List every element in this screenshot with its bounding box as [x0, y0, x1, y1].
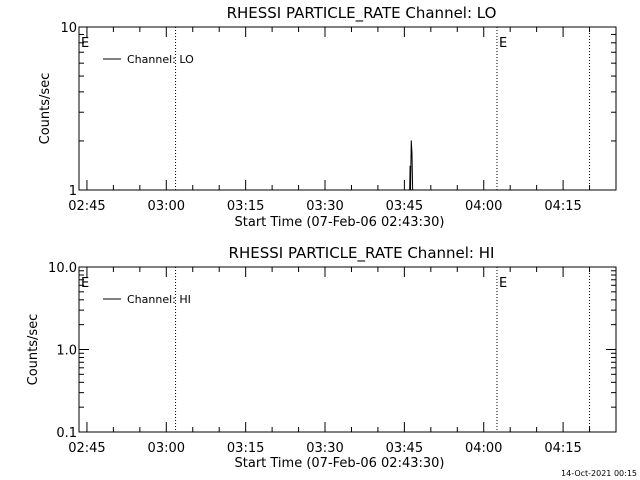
data-point: [411, 151, 413, 154]
event-marker-label: E: [499, 36, 507, 51]
y-tick-label: 10.0: [48, 261, 77, 276]
y-tick-label: 1: [69, 184, 77, 199]
x-tick-label: 03:30: [306, 441, 343, 456]
y-tick-label: 10: [60, 21, 77, 36]
x-axis-label: Start Time (07-Feb-06 02:43:30): [235, 215, 445, 230]
panel-hi: RHESSI PARTICLE_RATE Channel: HI Counts/s…: [26, 244, 617, 471]
event-marker-label: E: [81, 276, 89, 291]
event-marker-label: E: [81, 36, 89, 51]
x-tick-label: 02:45: [68, 441, 105, 456]
chart-title: RHESSI PARTICLE_RATE Channel: HI: [229, 244, 495, 263]
x-tick-label: 04:15: [544, 199, 581, 214]
x-tick-label: 04:00: [465, 199, 502, 214]
x-tick-label: 03:00: [148, 441, 185, 456]
x-tick-label: 03:45: [386, 199, 423, 214]
legend-entry: Channel: HI: [127, 293, 191, 306]
x-tick-label: 03:30: [306, 199, 343, 214]
y-axis-label: Counts/sec: [26, 314, 41, 386]
axes-frame: [78, 266, 617, 433]
panel-lo: RHESSI PARTICLE_RATE Channel: LO Counts/s…: [38, 4, 617, 230]
x-tick-label: 02:45: [68, 199, 105, 214]
y-axis-label: Counts/sec: [38, 73, 53, 145]
x-tick-label: 03:45: [386, 441, 423, 456]
x-tick-label: 04:00: [465, 441, 502, 456]
x-tick-label: 04:15: [544, 441, 581, 456]
x-tick-label: 03:15: [227, 441, 264, 456]
data-point: [410, 140, 412, 142]
data-point: [409, 165, 411, 167]
legend-entry: Channel: LO: [127, 53, 194, 66]
x-tick-label: 03:15: [227, 199, 264, 214]
y-tick-label: 0.1: [56, 426, 77, 441]
y-tick-label: 1.0: [56, 344, 77, 359]
axes-frame: [78, 26, 617, 191]
x-tick-label: 03:00: [148, 199, 185, 214]
chart-title: RHESSI PARTICLE_RATE Channel: LO: [227, 4, 497, 23]
x-axis-label: Start Time (07-Feb-06 02:43:30): [235, 456, 445, 471]
series-line: [409, 140, 414, 191]
footer-timestamp: 14-Oct-2021 00:15: [561, 469, 637, 478]
event-marker-label: E: [499, 276, 507, 291]
